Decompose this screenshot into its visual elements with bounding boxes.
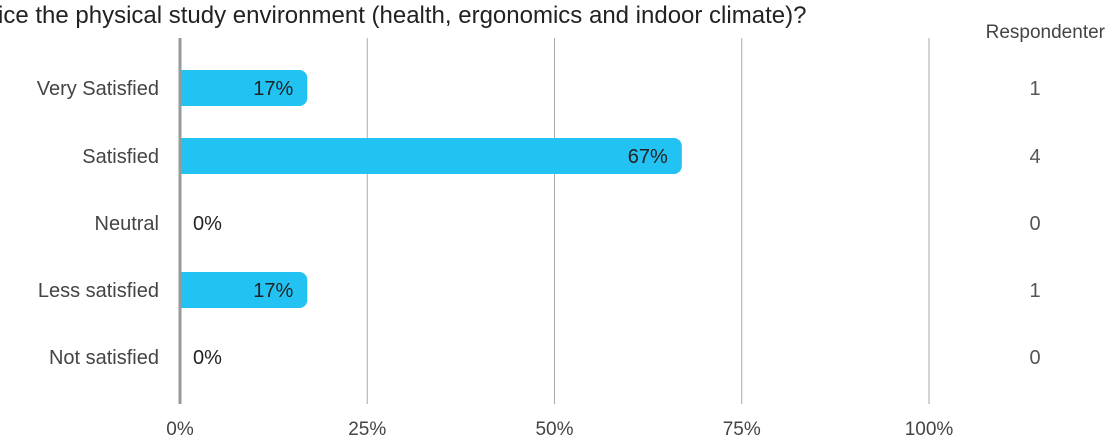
bar — [172, 138, 682, 174]
y-axis — [0, 38, 182, 404]
axis-mask — [0, 38, 179, 404]
data-label: 17% — [253, 280, 293, 302]
data-label: 0% — [193, 347, 222, 369]
bar — [172, 272, 308, 308]
labels: 0% 25% 50% 75% 100%Very Satisfied 17% 1Satisfi… — [37, 78, 1041, 440]
category-label: Neutral — [95, 213, 159, 235]
respondent-count: 4 — [1029, 146, 1040, 168]
respondents-header: Respondenter — [986, 22, 1106, 43]
respondent-count: 0 — [1029, 213, 1040, 235]
x-tick-label: 25% — [348, 419, 386, 440]
category-label: Less satisfied — [38, 280, 159, 302]
bars — [172, 70, 682, 308]
data-label: 67% — [628, 146, 668, 168]
x-tick-label: 0% — [166, 419, 194, 440]
x-tick-label: 100% — [905, 419, 954, 440]
grid-lines — [366, 38, 930, 404]
category-label: Not satisfied — [49, 347, 159, 369]
data-label: 17% — [253, 78, 293, 100]
respondent-count: 1 — [1029, 78, 1040, 100]
data-label: 0% — [193, 213, 222, 235]
respondent-count: 1 — [1029, 280, 1040, 302]
bar — [172, 70, 308, 106]
chart-title: ice the physical study environment (heal… — [0, 2, 806, 29]
category-label: Very Satisfied — [37, 78, 159, 100]
x-tick-label: 75% — [723, 419, 761, 440]
respondent-count: 0 — [1029, 347, 1040, 369]
x-tick-label: 50% — [535, 419, 573, 440]
category-label: Satisfied — [82, 146, 159, 168]
